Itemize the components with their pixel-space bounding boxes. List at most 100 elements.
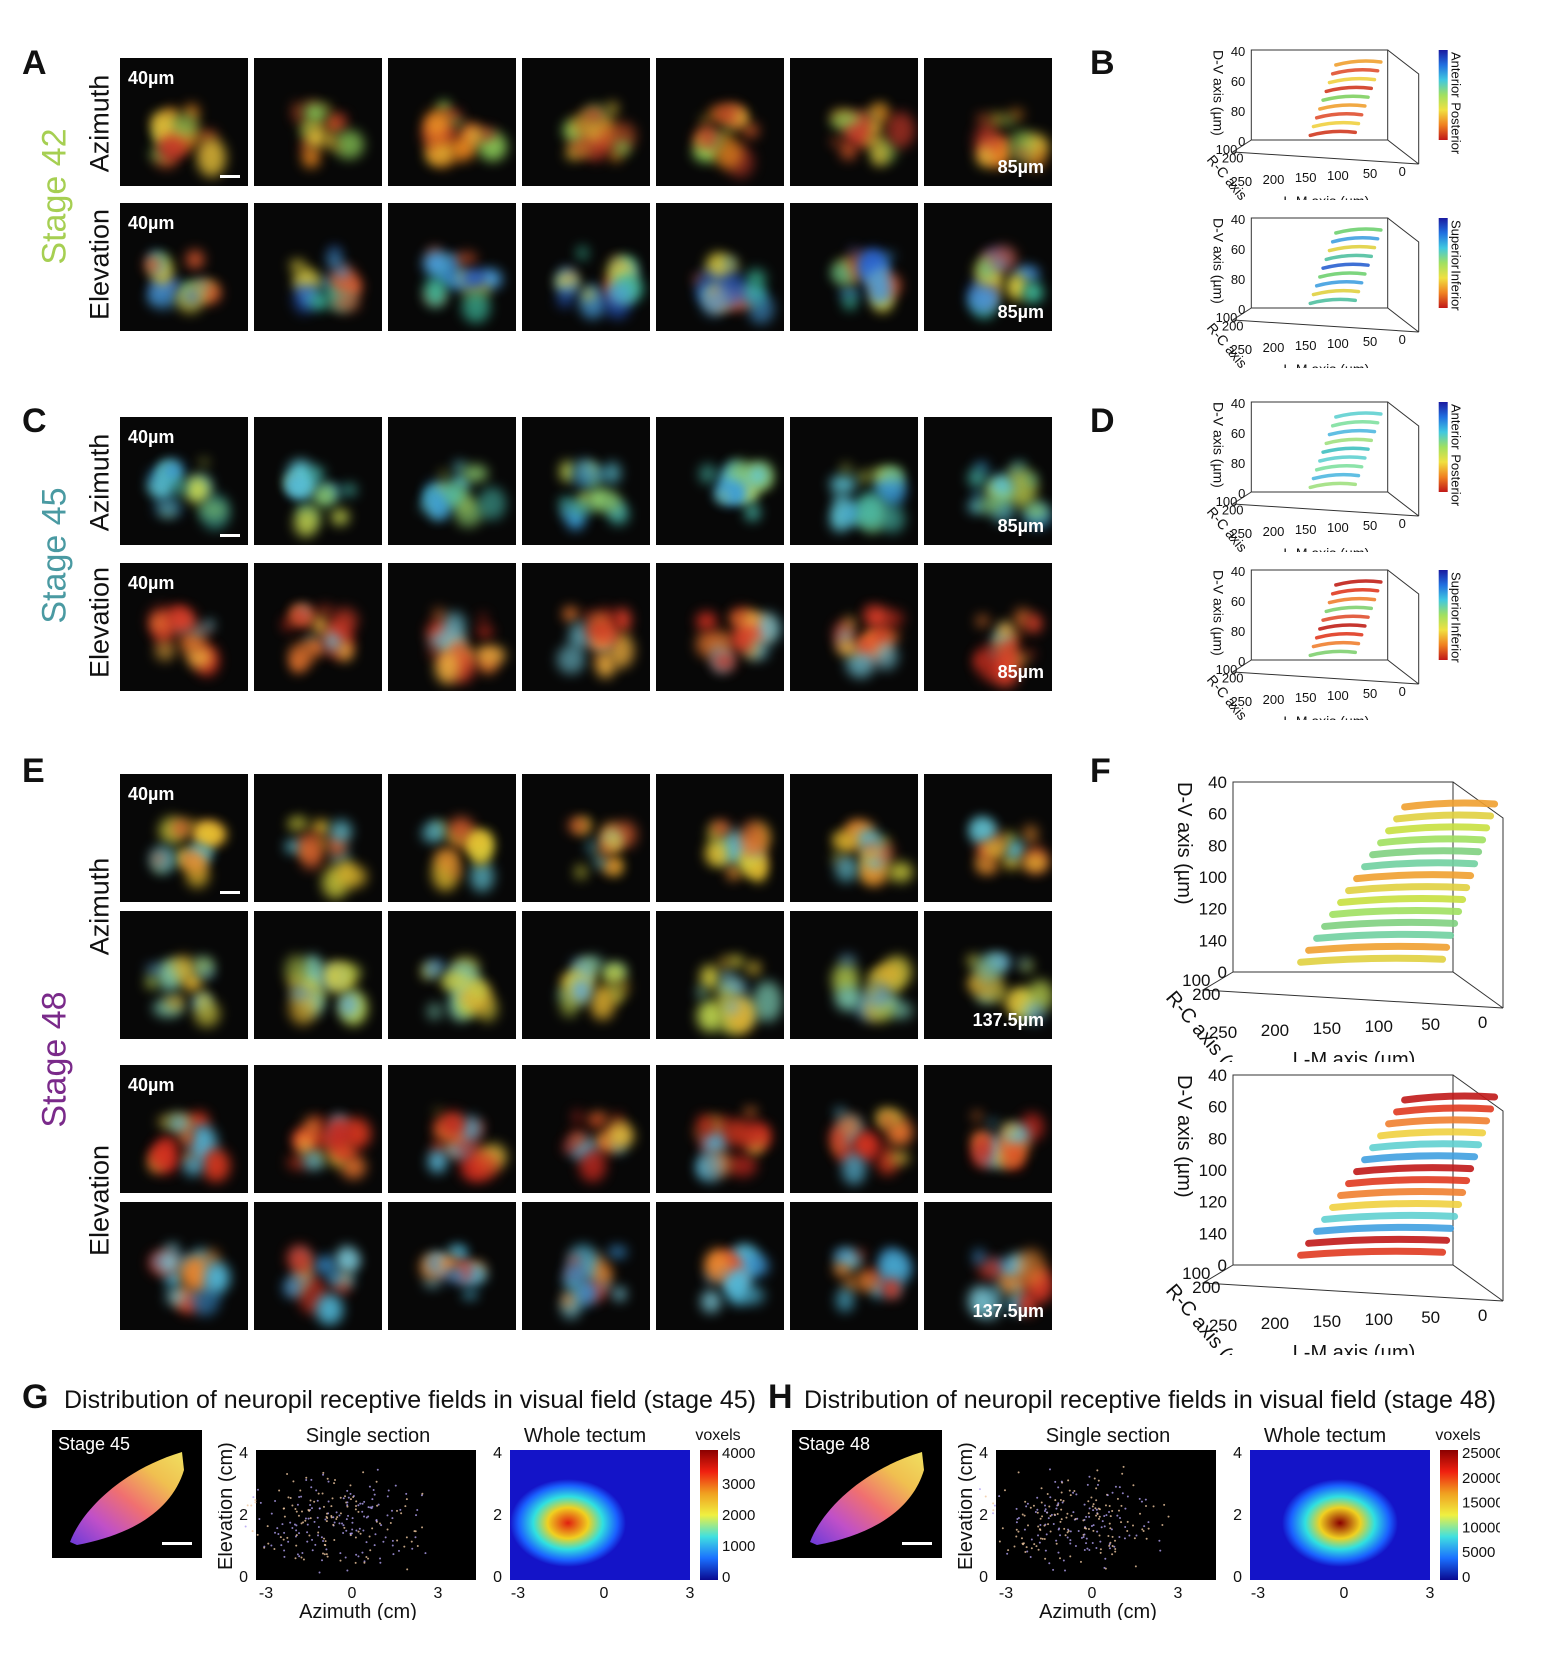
stage42-elevation-tile-4 <box>522 203 650 331</box>
signal-blob <box>889 1151 911 1165</box>
signal-blob <box>835 854 858 882</box>
colorbar-title: voxels <box>1435 1427 1480 1444</box>
scatter-point <box>349 1498 352 1501</box>
scatter-point <box>333 1538 336 1541</box>
scatter-point <box>309 1517 312 1520</box>
scatter-point <box>1103 1515 1106 1518</box>
scatter-point <box>317 1526 320 1529</box>
colorbar-bottom-label: Posterior <box>1449 102 1464 155</box>
signal-blob <box>167 608 196 634</box>
colorbar-tick-label: 0 <box>722 1569 730 1586</box>
scatter-point <box>1088 1515 1091 1518</box>
scatter-point <box>1088 1507 1091 1510</box>
scatter-point <box>1074 1544 1077 1547</box>
scatter-point <box>1104 1557 1107 1560</box>
scatter-point <box>1126 1520 1129 1523</box>
scatter-point <box>1060 1480 1063 1483</box>
scatter-point <box>1066 1536 1069 1539</box>
signal-blob <box>584 610 593 621</box>
scatter-point <box>1007 1549 1010 1552</box>
scatter-point <box>1159 1549 1162 1552</box>
voxel-stripe <box>1305 942 1451 954</box>
dv-tick-label: 80 <box>1231 456 1245 471</box>
scatter-point <box>1103 1525 1106 1528</box>
voxel-stripe <box>1393 1104 1495 1116</box>
lm-tick-label: 100 <box>1365 1310 1393 1329</box>
voxel-stripe <box>1318 455 1367 463</box>
signal-blob <box>477 626 493 637</box>
scatter-point <box>273 1547 276 1550</box>
dv-tick-label: 40 <box>1208 1066 1227 1085</box>
lm-axis-title: L-M axis (µm) <box>1283 713 1369 720</box>
scatter-point <box>1060 1491 1063 1494</box>
scatter-point <box>283 1555 286 1558</box>
signal-blob <box>882 251 895 260</box>
signal-blob <box>194 625 205 637</box>
dv-axis-title: D-V axis (µm) <box>1210 402 1226 488</box>
signal-blob <box>1009 462 1023 473</box>
stage48-elevation-a-tile-4 <box>522 1065 650 1193</box>
signal-blob <box>593 471 607 479</box>
scatter-point <box>311 1538 314 1541</box>
box-edge <box>1231 139 1419 165</box>
scatter-point <box>292 1480 295 1483</box>
signal-blob <box>562 606 578 621</box>
y-tick-label: 0 <box>1233 1569 1242 1586</box>
signal-blob <box>694 1127 703 1139</box>
scatter-point <box>1037 1548 1040 1551</box>
stage45-azimuth-tile-2 <box>254 417 382 545</box>
scatter-point <box>310 1478 313 1481</box>
voxel-stripe <box>1345 1176 1471 1188</box>
scatter-point <box>1142 1529 1145 1532</box>
single-section-title: Single section <box>306 1425 431 1447</box>
signal-blob <box>145 256 160 272</box>
signal-blob <box>1023 649 1035 658</box>
scatter-point <box>346 1501 349 1504</box>
lm-tick-label: 250 <box>1209 1316 1237 1335</box>
voxel-stripe <box>1324 437 1374 446</box>
scatter-point <box>1027 1524 1030 1527</box>
scatter-point <box>386 1514 389 1517</box>
voxel-stripe <box>1337 1188 1467 1200</box>
signal-blob <box>998 840 1008 851</box>
scatter-point <box>1046 1493 1049 1496</box>
scatter-point <box>375 1519 378 1522</box>
scatter-point <box>344 1495 347 1498</box>
scatter-point <box>1036 1508 1039 1511</box>
signal-blob <box>696 987 706 998</box>
signal-blob <box>857 1269 875 1293</box>
x-tick-label: -3 <box>1251 1585 1265 1602</box>
signal-blob <box>339 993 360 1017</box>
scatter-point <box>1037 1534 1040 1537</box>
signal-blob <box>1008 109 1024 120</box>
voxel-stripe <box>1321 262 1370 270</box>
scatter-point <box>1064 1569 1067 1572</box>
scatter-point <box>1040 1501 1043 1504</box>
signal-blob <box>185 250 204 270</box>
voxel-stripe <box>1353 1164 1475 1176</box>
rc-tick-label: 200 <box>1222 671 1244 686</box>
signal-blob <box>601 963 626 981</box>
scatter-point <box>1124 1507 1127 1510</box>
voxel-stripe <box>1311 640 1361 649</box>
scatter-point <box>281 1523 284 1526</box>
signal-blob <box>557 289 573 308</box>
signal-blob <box>850 1259 861 1265</box>
dv-tick-label: 40 <box>1231 396 1245 411</box>
scatter-point <box>1106 1494 1109 1497</box>
signal-blob <box>968 286 996 313</box>
signal-blob <box>1023 824 1038 845</box>
box-edge <box>1231 659 1419 685</box>
scatter-point <box>386 1495 389 1498</box>
signal-blob <box>879 504 905 533</box>
signal-blob <box>987 1120 998 1127</box>
signal-blob <box>336 641 353 661</box>
scatter-point <box>1024 1500 1027 1503</box>
stage-45-label: Stage 45 <box>35 487 74 624</box>
scatter-point <box>357 1530 360 1533</box>
scale-bar <box>220 534 240 537</box>
box-edge <box>1387 401 1420 516</box>
signal-blob <box>184 289 201 304</box>
scatter-point <box>283 1515 286 1518</box>
